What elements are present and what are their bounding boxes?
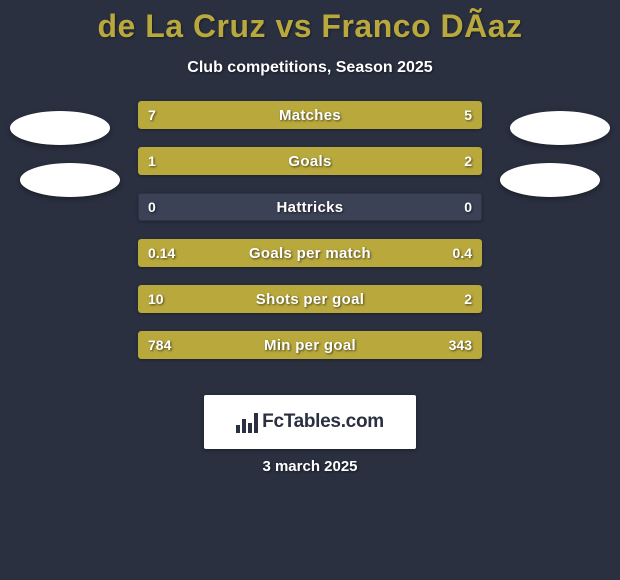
bar-chart-icon — [236, 411, 258, 433]
stat-label: Goals per match — [138, 239, 482, 267]
comparison-subtitle: Club competitions, Season 2025 — [0, 59, 620, 77]
player-left-avatar-secondary — [20, 163, 120, 197]
stat-label: Shots per goal — [138, 285, 482, 313]
stat-label: Hattricks — [138, 193, 482, 221]
comparison-title: de La Cruz vs Franco DÃ­az — [0, 0, 620, 45]
stat-label: Min per goal — [138, 331, 482, 359]
stat-row: 00Hattricks — [138, 193, 482, 221]
stat-row: 102Shots per goal — [138, 285, 482, 313]
stat-row: 12Goals — [138, 147, 482, 175]
player-right-avatar — [510, 111, 610, 145]
stat-row: 0.140.4Goals per match — [138, 239, 482, 267]
stat-row: 75Matches — [138, 101, 482, 129]
player-right-avatar-secondary — [500, 163, 600, 197]
snapshot-date: 3 march 2025 — [0, 458, 620, 475]
logo-text: FcTables.com — [262, 411, 384, 433]
stat-row: 784343Min per goal — [138, 331, 482, 359]
stat-label: Goals — [138, 147, 482, 175]
stat-label: Matches — [138, 101, 482, 129]
player-left-avatar — [10, 111, 110, 145]
fctables-logo: FcTables.com — [204, 395, 416, 449]
stat-bars-container: 75Matches 12Goals 00Hattricks 0.140.4Goals … — [138, 101, 482, 377]
